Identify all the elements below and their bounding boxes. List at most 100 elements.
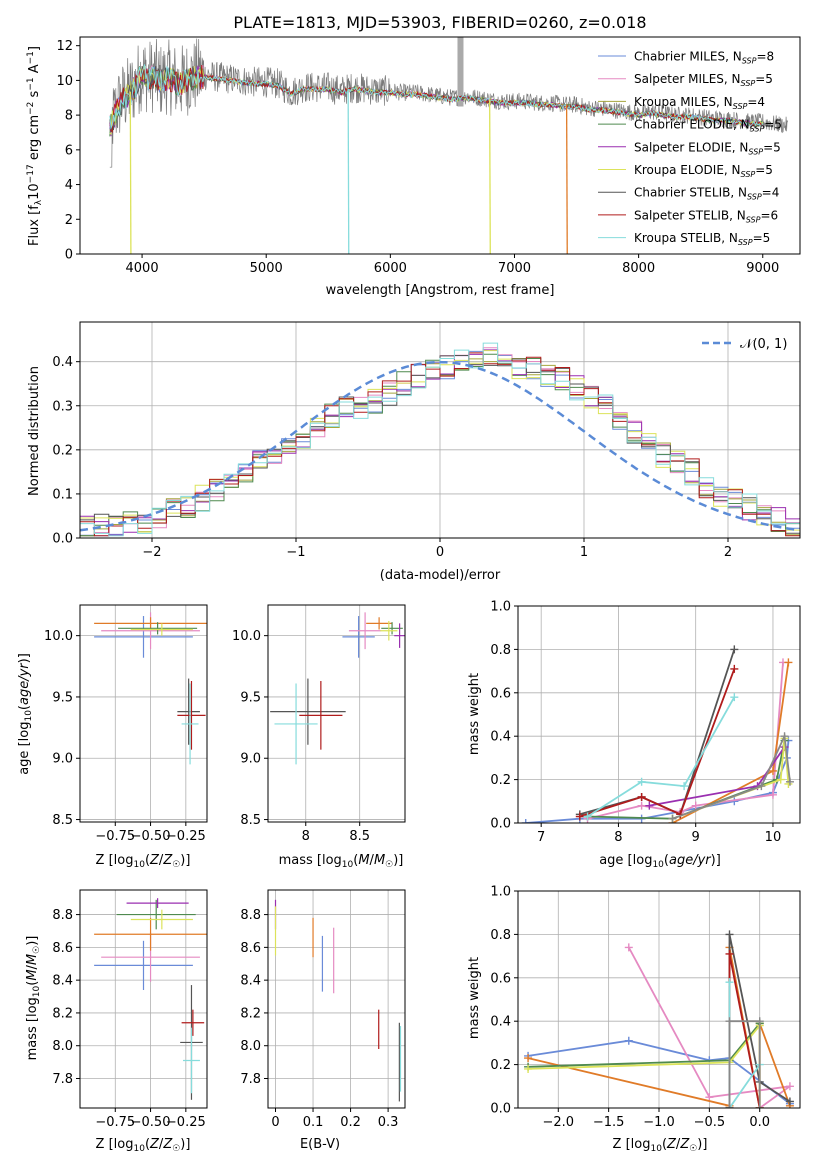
- y-tick-label: 0: [65, 248, 73, 263]
- y-tick-label: 7.8: [52, 1072, 73, 1087]
- y-tick-label: 0.8: [490, 643, 511, 658]
- x-tick-label: 0.1: [303, 1115, 324, 1130]
- y-tick-label: 9.5: [240, 690, 261, 705]
- legend-label: Chabrier STELIB, NSSP=4: [634, 186, 779, 202]
- mass-weight-line: [579, 668, 736, 818]
- plus-marker: [725, 1104, 734, 1108]
- y-tick-label: 0.1: [52, 487, 73, 502]
- x-tick-label: 10: [765, 830, 782, 845]
- y-tick-label: 8.2: [52, 1006, 73, 1021]
- mass-vs-metallicity-panel: −0.75−0.50−0.25 7.8 8.0 8.2 8.4 8.6 8.8: [52, 889, 208, 1130]
- plus-marker: [624, 943, 633, 952]
- y-tick-label: 8.6: [52, 941, 73, 956]
- plus-marker: [521, 819, 530, 823]
- mw-z-xlabel: Z [log10(Z/Z☉)]: [613, 1137, 708, 1154]
- plus-marker: [730, 645, 739, 654]
- mass-weight-line: [728, 1020, 761, 1108]
- y-tick-label: 4: [65, 178, 73, 193]
- age-mass-xlabel: mass [log10(M/M☉)]: [279, 853, 404, 870]
- mw-age-ylabel: mass weight: [467, 673, 482, 755]
- axes-border: [79, 36, 801, 255]
- plus-marker: [784, 658, 793, 667]
- plus-marker: [785, 777, 794, 786]
- plus-marker: [705, 1093, 714, 1102]
- x-tick-label: 0.3: [378, 1115, 399, 1130]
- age-vs-metallicity-panel: −0.75−0.50−0.25 8.5 9.0 9.5 10.0: [44, 604, 208, 844]
- y-tick-label: 0.2: [490, 1058, 511, 1073]
- plus-marker: [725, 978, 734, 987]
- mass-weight-line: [587, 696, 736, 818]
- x-tick-label: 6000: [374, 261, 407, 276]
- x-tick-label: −0.50: [131, 829, 171, 844]
- y-tick-label: 0.6: [490, 686, 511, 701]
- plot-area: [524, 930, 794, 1108]
- plot-area: [274, 899, 402, 1102]
- x-tick-label: 0.2: [340, 1115, 361, 1130]
- legend-label: Chabrier MILES, NSSP=8: [634, 50, 774, 66]
- y-tick-label: 0.4: [52, 355, 73, 370]
- massweight-vs-age-panel: 7 8 9 10 0.0 0.2 0.4 0.6 0.8 1.0: [490, 600, 801, 845]
- y-tick-label: 6: [65, 143, 73, 158]
- model-drop-line: [347, 88, 350, 254]
- y-tick-label: 8.0: [52, 1039, 73, 1054]
- plus-marker: [780, 732, 789, 741]
- plus-marker: [668, 814, 677, 823]
- plus-marker: [624, 1036, 633, 1045]
- spectrum-legend: Chabrier MILES, NSSP=8 Salpeter MILES, NS…: [598, 50, 782, 247]
- y-tick-label: 10: [56, 74, 73, 89]
- x-tick-label: 0: [436, 545, 444, 560]
- massweight-vs-metallicity-panel: −2.0 −1.5 −1.0 −0.5 0.0 0.0 0.2 0.4 0.6 0.8 1.0: [490, 885, 801, 1130]
- x-tick-label: −0.75: [95, 829, 135, 844]
- y-tick-label: 10.0: [232, 629, 261, 644]
- x-tick-label: 4000: [126, 261, 159, 276]
- plus-marker: [725, 1017, 734, 1026]
- plus-marker: [524, 1064, 533, 1073]
- axes-frame: 0 0.1 0.2 0.3 7.8 8.0 8.2 8.4 8.6 8.8: [240, 889, 406, 1130]
- axes-border: [517, 605, 801, 824]
- y-tick-label: 8.6: [240, 941, 261, 956]
- age-z-xlabel: Z [log10(Z/Z☉)]: [96, 853, 191, 870]
- histogram-xlabel: (data-model)/error: [380, 568, 501, 583]
- x-tick-label: −2: [142, 545, 161, 560]
- spectrum-title: PLATE=1813, MJD=53903, FIBERID=0260, z=0…: [233, 13, 646, 32]
- x-tick-label: 8: [302, 829, 310, 844]
- x-tick-label: 0.0: [749, 1115, 770, 1130]
- mw-z-ylabel: mass weight: [467, 957, 482, 1039]
- plus-marker: [725, 949, 734, 958]
- y-tick-label: 0.0: [52, 532, 73, 547]
- x-tick-label: −0.25: [166, 829, 206, 844]
- y-tick-label: 9.0: [52, 752, 73, 767]
- x-tick-label: 8: [614, 830, 622, 845]
- x-tick-label: −0.50: [131, 1115, 171, 1130]
- plus-marker: [730, 664, 739, 673]
- plus-marker: [691, 801, 700, 810]
- legend-label: Kroupa MILES, NSSP=4: [634, 95, 765, 111]
- plus-marker: [730, 693, 739, 702]
- age-vs-mass-panel: 8 8.5 8.5 9.0 9.5 10.0: [232, 604, 406, 844]
- x-tick-label: −0.75: [95, 1115, 135, 1130]
- plus-marker: [776, 775, 785, 784]
- mass-vs-extinction-panel: 0 0.1 0.2 0.3 7.8 8.0 8.2 8.4 8.6 8.8: [240, 889, 406, 1130]
- ebv-xlabel: E(B-V): [300, 1137, 340, 1152]
- x-tick-label: 2: [724, 545, 732, 560]
- plus-marker: [757, 782, 766, 791]
- axes-frame: 8 8.5 8.5 9.0 9.5 10.0: [232, 604, 406, 844]
- y-tick-label: 8: [65, 109, 73, 124]
- axes-frame: 4000 5000 6000 7000 8000 9000 0 2 4 6 8 10 12: [56, 36, 801, 276]
- mass-ylabel: mass [log10(M/M☉)]: [25, 936, 42, 1061]
- axes-frame: 7 8 9 10 0.0 0.2 0.4 0.6 0.8 1.0: [490, 600, 801, 845]
- plus-marker: [785, 1097, 794, 1106]
- plus-marker: [637, 801, 646, 810]
- legend-label: Chabrier ELODIE, NSSP=5: [634, 118, 782, 134]
- y-tick-label: 0.2: [52, 443, 73, 458]
- axes-border: [267, 889, 406, 1109]
- plot-area: [521, 645, 794, 823]
- plus-marker: [637, 792, 646, 801]
- x-tick-label: 5000: [250, 261, 283, 276]
- y-tick-label: 0.4: [490, 1015, 511, 1030]
- y-tick-label: 8.5: [240, 813, 261, 828]
- spectrum-panel: 4000 5000 6000 7000 8000 9000 0 2 4 6 8 10 12: [56, 36, 801, 276]
- x-tick-label: 8000: [622, 261, 655, 276]
- mass-weight-line: [672, 738, 790, 820]
